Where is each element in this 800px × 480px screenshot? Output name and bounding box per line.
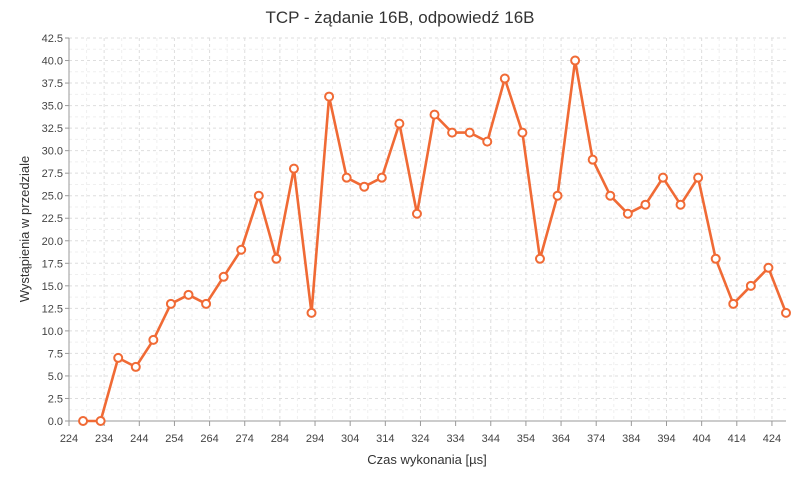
x-tick-label: 254 (165, 433, 183, 445)
data-point (429, 109, 440, 120)
x-tick-label: 374 (587, 433, 605, 445)
x-tick-label: 244 (130, 433, 148, 445)
data-point (482, 136, 493, 147)
data-point (165, 298, 176, 309)
data-point (376, 172, 387, 183)
y-tick-label: 37.5 (42, 78, 63, 90)
x-axis-title: Czas wykonania [µs] (367, 452, 486, 467)
data-point (113, 352, 124, 363)
data-point (464, 127, 475, 138)
x-tick-label: 274 (236, 433, 254, 445)
y-tick-label: 15.0 (42, 281, 63, 293)
y-tick-label: 35.0 (42, 101, 63, 113)
y-tick-label: 27.5 (42, 168, 63, 180)
x-tick-label: 314 (376, 433, 394, 445)
x-tick-label: 334 (446, 433, 464, 445)
data-point (148, 334, 159, 345)
data-point (693, 172, 704, 183)
y-tick-label: 42.5 (42, 33, 63, 45)
data-point (552, 190, 563, 201)
data-point (306, 307, 317, 318)
x-tick-label: 404 (692, 433, 710, 445)
data-point (517, 127, 528, 138)
data-point (288, 163, 299, 174)
y-tick-label: 7.5 (48, 348, 63, 360)
data-point (341, 172, 352, 183)
chart-title: TCP - żądanie 16B, odpowiedź 16B (265, 8, 534, 27)
data-point (236, 244, 247, 255)
data-point (324, 91, 335, 102)
data-point (271, 253, 282, 264)
y-tick-label: 10.0 (42, 326, 63, 338)
data-point (78, 416, 89, 426)
x-tick-label: 284 (271, 433, 289, 445)
y-tick-label: 2.5 (48, 393, 63, 405)
data-point (201, 298, 212, 309)
data-point (218, 271, 229, 282)
x-tick-label: 294 (306, 433, 324, 445)
data-point (130, 361, 141, 372)
data-point (411, 208, 422, 219)
x-tick-label: 344 (482, 433, 500, 445)
data-point (499, 73, 510, 84)
data-point (675, 199, 686, 210)
x-tick-label: 384 (622, 433, 640, 445)
data-point (763, 262, 774, 273)
data-point (394, 118, 405, 129)
data-point (570, 55, 581, 66)
x-tick-label: 224 (60, 433, 78, 445)
y-tick-label: 0.0 (48, 416, 63, 428)
x-tick-label: 414 (728, 433, 746, 445)
y-tick-label: 25.0 (42, 191, 63, 203)
x-tick-label: 364 (552, 433, 570, 445)
data-point (447, 127, 458, 138)
y-tick-label: 30.0 (42, 146, 63, 158)
data-point (605, 190, 616, 201)
x-tick-label: 354 (517, 433, 535, 445)
y-tick-label: 40.0 (42, 56, 63, 68)
y-axis-title: Wystąpienia w przedziale (17, 156, 32, 303)
y-tick-label: 22.5 (42, 213, 63, 225)
data-point (622, 208, 633, 219)
x-tick-label: 304 (341, 433, 359, 445)
y-tick-label: 12.5 (42, 303, 63, 315)
data-point (253, 190, 264, 201)
x-tick-label: 394 (657, 433, 675, 445)
data-point (745, 280, 756, 291)
x-tick-label: 264 (200, 433, 218, 445)
data-point (728, 298, 739, 309)
data-point (640, 199, 651, 210)
x-tick-label: 234 (95, 433, 113, 445)
y-tick-label: 5.0 (48, 371, 63, 383)
data-point (95, 416, 106, 426)
data-point (657, 172, 668, 183)
x-tick-label: 424 (763, 433, 781, 445)
data-point (534, 253, 545, 264)
data-point (710, 253, 721, 264)
plot-area (69, 38, 786, 421)
data-point (587, 154, 598, 165)
x-tick-label: 324 (411, 433, 429, 445)
data-point (781, 307, 791, 318)
data-point (359, 181, 370, 192)
data-point (183, 289, 194, 300)
y-tick-label: 32.5 (42, 123, 63, 135)
y-tick-label: 20.0 (42, 236, 63, 248)
y-tick-label: 17.5 (42, 258, 63, 270)
